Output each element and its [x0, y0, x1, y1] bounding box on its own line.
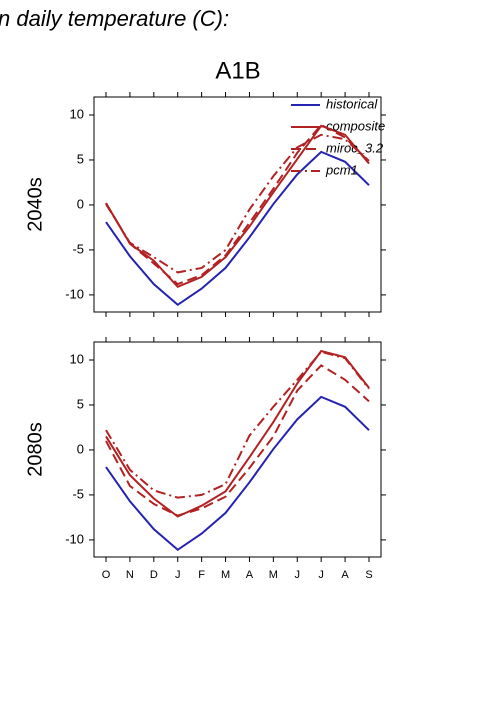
series-line	[105, 133, 370, 274]
x-tick-label: N	[126, 569, 134, 581]
legend-label: composite	[326, 118, 385, 133]
y-tick-label: -10	[65, 531, 84, 546]
x-tick-label: M	[221, 569, 230, 581]
x-tick-label: F	[198, 569, 205, 581]
legend-label: pcm1	[325, 162, 358, 177]
y-axis-label: 2040s	[24, 177, 46, 232]
x-tick-label: D	[150, 569, 158, 581]
y-tick-label: 5	[77, 396, 84, 411]
series-line	[105, 123, 370, 286]
y-tick-label: 0	[77, 441, 84, 456]
x-tick-label: S	[365, 569, 372, 581]
page-title: n daily temperature (C):	[0, 6, 229, 31]
y-tick-label: 10	[70, 106, 84, 121]
subtitle: A1B	[215, 57, 260, 84]
y-tick-label: 5	[77, 151, 84, 166]
y-tick-label: -5	[72, 486, 84, 501]
y-tick-label: 0	[77, 196, 84, 211]
x-tick-label: M	[269, 569, 278, 581]
y-tick-label: 10	[70, 351, 84, 366]
series-line	[105, 395, 370, 552]
series-line	[105, 350, 370, 499]
x-tick-label: A	[341, 569, 349, 581]
x-tick-label: J	[295, 569, 301, 581]
x-tick-label: J	[175, 569, 181, 581]
y-tick-label: -5	[72, 241, 84, 256]
x-tick-label: J	[318, 569, 324, 581]
plot-frame	[93, 341, 382, 558]
y-axis-label: 2080s	[24, 422, 46, 477]
legend-label: historical	[326, 96, 378, 111]
y-tick-label: -10	[65, 286, 84, 301]
series-line	[105, 150, 370, 307]
x-tick-label: O	[102, 569, 111, 581]
series-line	[105, 349, 370, 518]
series-line	[105, 364, 370, 517]
x-tick-label: A	[246, 569, 254, 581]
